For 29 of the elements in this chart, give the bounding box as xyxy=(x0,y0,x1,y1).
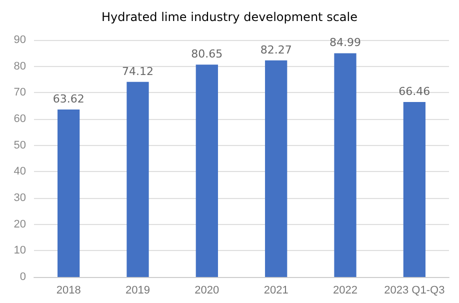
x-tick-label: 2019 xyxy=(126,284,150,296)
y-tick-label: 40 xyxy=(14,166,26,178)
data-label: 74.12 xyxy=(122,64,154,78)
y-tick-label: 0 xyxy=(20,271,26,283)
y-tick-label: 80 xyxy=(14,60,26,72)
y-tick-label: 60 xyxy=(14,113,26,125)
bar xyxy=(403,102,426,277)
x-tick-label: 2021 xyxy=(264,284,288,296)
y-tick-label: 50 xyxy=(14,139,26,152)
x-tick-label: 2018 xyxy=(56,284,81,296)
bar xyxy=(58,109,80,277)
bar xyxy=(334,53,356,277)
x-tick-label: 2022 xyxy=(333,284,358,296)
bar xyxy=(196,64,218,277)
x-tick-label: 2023 Q1-Q3 xyxy=(384,284,445,296)
y-tick-label: 10 xyxy=(14,244,26,257)
y-tick-label: 90 xyxy=(14,34,26,46)
y-tick-label: 30 xyxy=(14,192,26,204)
x-tick-label: 2020 xyxy=(194,284,220,296)
bar xyxy=(126,82,149,277)
data-label: 66.46 xyxy=(398,84,430,98)
y-tick-label: 70 xyxy=(14,86,26,99)
data-label: 80.65 xyxy=(191,48,223,61)
chart-title: Hydrated lime industry development scale xyxy=(102,10,358,24)
bar xyxy=(265,60,288,277)
data-label: 84.99 xyxy=(330,36,361,50)
y-tick-label: 20 xyxy=(14,218,26,230)
data-label: 82.27 xyxy=(260,43,292,56)
data-label: 63.62 xyxy=(52,92,84,106)
